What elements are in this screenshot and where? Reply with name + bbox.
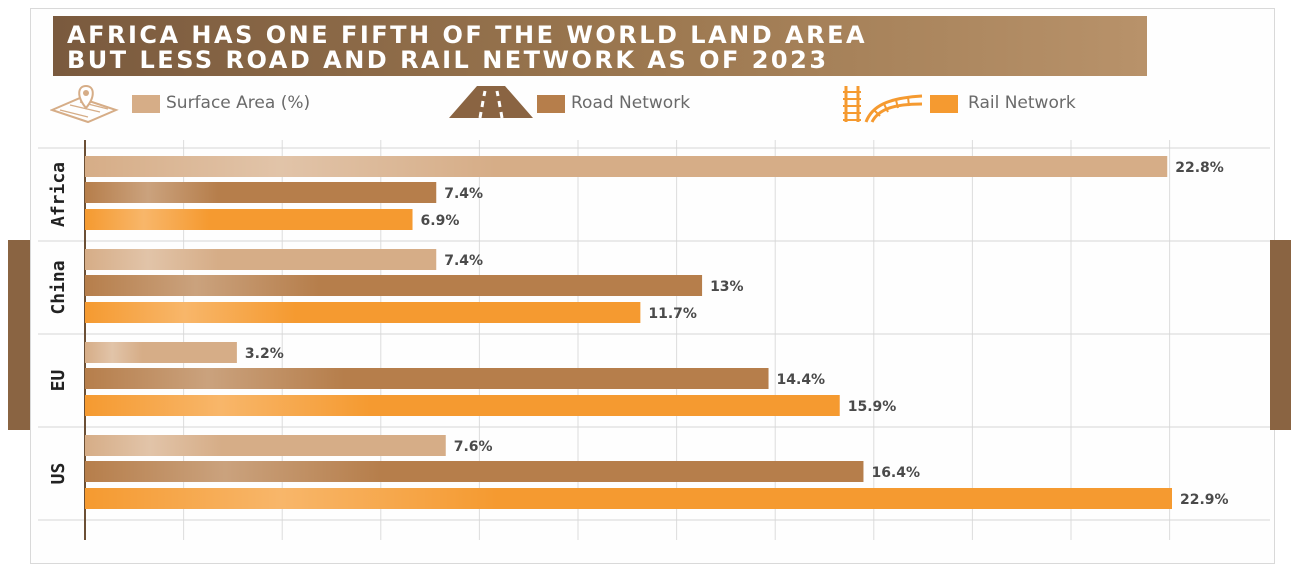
road-icon xyxy=(449,86,533,119)
data-label-us-surface-area: 7.6% xyxy=(454,439,493,455)
data-label-eu-surface-area: 3.2% xyxy=(245,346,284,362)
data-labels: 22.8% 7.4% 6.9% 7.4% 13% 11.7% 3.2% 14.4% 15.9% 7… xyxy=(245,160,1229,508)
side-band-left xyxy=(8,240,30,430)
bar-sheen xyxy=(85,156,1168,177)
bar-sheen xyxy=(85,368,769,389)
bar-sheen xyxy=(85,461,864,482)
bar-sheen xyxy=(85,395,840,416)
data-label-china-road-network: 13% xyxy=(710,279,744,295)
legend-item-road-network: Road Network xyxy=(449,84,779,122)
data-label-eu-road-network: 14.4% xyxy=(777,372,826,388)
legend-swatch-surface-area xyxy=(132,95,160,113)
category-label-us: US xyxy=(48,463,69,485)
category-label-china: China xyxy=(48,260,69,314)
bar-sheen xyxy=(85,342,237,363)
category-labels: Africa China EU US xyxy=(48,162,69,484)
bar-sheen xyxy=(85,275,703,296)
bar-sheen xyxy=(85,488,1172,509)
side-band-right xyxy=(1270,240,1291,430)
legend-label-road-network: Road Network xyxy=(571,93,691,113)
bar-sheen xyxy=(85,435,446,456)
bar-sheen xyxy=(85,209,413,230)
bar-sheen xyxy=(85,302,641,323)
title-line-1: AFRICA HAS ONE FIFTH OF THE WORLD LAND A… xyxy=(67,21,868,49)
title-banner: AFRICA HAS ONE FIFTH OF THE WORLD LAND A… xyxy=(53,16,1147,76)
data-label-china-surface-area: 7.4% xyxy=(444,253,483,269)
railway-icon xyxy=(843,86,923,123)
bar-sheen xyxy=(85,182,437,203)
map-pin-icon xyxy=(50,84,119,124)
data-label-africa-surface-area: 22.8% xyxy=(1175,160,1224,176)
bars xyxy=(85,156,1172,509)
data-label-china-rail-network: 11.7% xyxy=(648,306,697,322)
data-label-africa-rail-network: 6.9% xyxy=(421,213,460,229)
category-label-africa: Africa xyxy=(48,162,69,227)
data-label-africa-road-network: 7.4% xyxy=(444,186,483,202)
data-label-us-road-network: 16.4% xyxy=(871,465,920,481)
category-label-eu: EU xyxy=(48,370,69,392)
legend-swatch-road-network xyxy=(537,95,565,113)
legend-label-rail-network: Rail Network xyxy=(968,93,1076,113)
bar-sheen xyxy=(85,249,437,270)
data-label-eu-rail-network: 15.9% xyxy=(848,399,897,415)
legend-label-surface-area: Surface Area (%) xyxy=(166,93,311,113)
legend-item-surface-area: Surface Area (%) xyxy=(50,84,410,124)
legend-item-rail-network: Rail Network xyxy=(842,84,1162,123)
title-line-2: BUT LESS ROAD AND RAIL NETWORK AS OF 202… xyxy=(67,46,829,74)
data-label-us-rail-network: 22.9% xyxy=(1180,492,1229,508)
legend-swatch-rail-network xyxy=(930,95,958,113)
